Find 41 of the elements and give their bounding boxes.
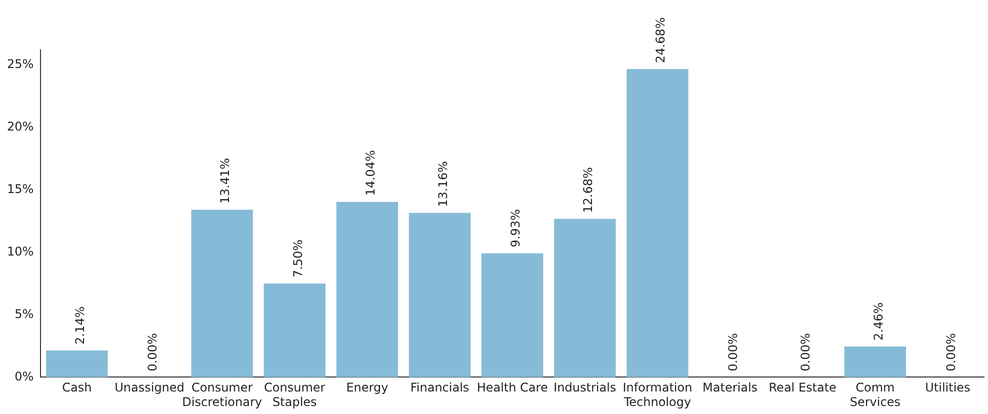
y-tick-label: 0% [14, 369, 34, 384]
data-label: 14.04% [363, 150, 378, 196]
bar [844, 346, 906, 378]
x-tick-label: Materials [702, 380, 758, 395]
bar [554, 218, 616, 378]
bar [191, 210, 253, 378]
y-tick-label: 15% [7, 182, 34, 196]
x-tick-label: Cash [62, 380, 92, 395]
data-label: 13.16% [436, 161, 450, 207]
x-tick-label: Consumer Staples [264, 380, 326, 409]
data-label: 24.68% [654, 17, 668, 63]
data-label: 13.41% [218, 158, 232, 204]
data-label: 0.00% [944, 333, 958, 372]
x-tick-label: Financials [410, 380, 470, 395]
y-tick-label: 20% [7, 120, 34, 134]
data-label: 12.68% [581, 167, 596, 213]
bar [408, 212, 471, 378]
data-label: 9.93% [508, 209, 522, 248]
y-tick-label: 5% [14, 306, 34, 321]
bar [264, 284, 326, 378]
x-tick-label: Industrials [554, 380, 616, 395]
bar [626, 68, 688, 378]
x-tick-label: Utilities [925, 380, 970, 395]
x-tick-label: Information Technology [622, 380, 692, 409]
y-tick-label: 10% [7, 244, 34, 258]
data-label: 0.00% [146, 333, 160, 372]
bar [481, 253, 544, 378]
data-label: 0.00% [798, 333, 813, 372]
bar [46, 350, 108, 378]
y-tick-label: 25% [7, 57, 34, 72]
data-label: 2.46% [871, 302, 886, 340]
bar [336, 202, 398, 378]
x-tick-label: Health Care [476, 380, 548, 395]
x-tick-label: Comm Services [850, 380, 900, 409]
x-tick-label: Unassigned [114, 380, 184, 395]
x-tick-label: Real Estate [768, 380, 836, 395]
x-tick-label: Consumer Discretionary [182, 380, 262, 409]
x-tick-label: Energy [346, 380, 388, 395]
data-label: 7.50% [290, 239, 305, 278]
data-label: 2.14% [73, 306, 88, 344]
data-label: 0.00% [726, 333, 740, 372]
